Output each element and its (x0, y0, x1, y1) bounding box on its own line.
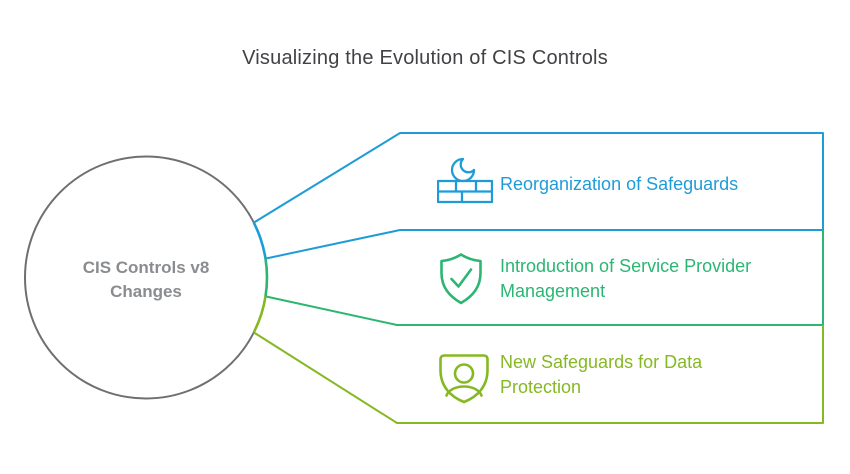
circle-arc-segment-3 (252, 296, 267, 333)
branch-label-service-provider: Introduction of Service Provider Managem… (500, 256, 752, 301)
circle-arc-segment-1 (252, 222, 267, 259)
branch-banner-2 (265, 230, 824, 326)
branch-banner-1 (253, 132, 824, 260)
branch-label-data-protection: New Safeguards for Data Protection (500, 352, 703, 397)
branch-banner-3 (253, 325, 824, 424)
circle-arc-segment-2 (264, 258, 269, 297)
shield-person-icon (439, 354, 489, 404)
shield-check-icon (440, 253, 482, 305)
center-circle-label: CIS Controls v8 Changes (82, 258, 210, 301)
branch-label-reorganization: Reorganization of Safeguards (500, 174, 739, 194)
firewall-icon (437, 157, 493, 204)
page-title: Visualizing the Evolution of CIS Control… (242, 47, 608, 69)
